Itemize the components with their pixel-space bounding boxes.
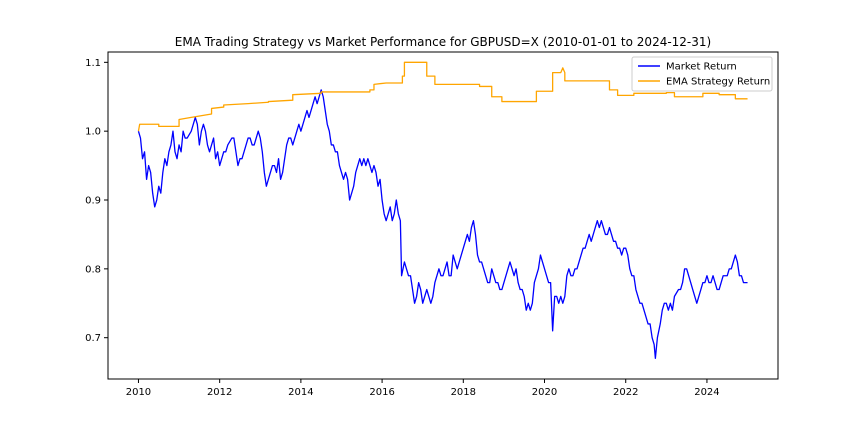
y-axis: 0.7 0.8 0.9 1.0 1.1 bbox=[85, 58, 108, 344]
chart-title: EMA Trading Strategy vs Market Performan… bbox=[175, 35, 711, 49]
y-tick-label: 0.9 bbox=[85, 196, 101, 207]
plot-lines bbox=[137, 61, 748, 359]
x-tick-label: 2010 bbox=[126, 387, 151, 398]
y-tick-label: 1.0 bbox=[85, 127, 101, 138]
legend-label-market-return: Market Return bbox=[666, 62, 737, 73]
x-tick-label: 2024 bbox=[694, 387, 719, 398]
y-tick-label: 1.1 bbox=[85, 58, 101, 69]
x-axis: 2010 2012 2014 2016 2018 2020 2022 2024 bbox=[126, 379, 720, 398]
x-tick-label: 2022 bbox=[613, 387, 638, 398]
x-tick-label: 2020 bbox=[532, 387, 557, 398]
x-tick-label: 2016 bbox=[369, 387, 394, 398]
series-line-ema-strategy-return bbox=[137, 61, 748, 132]
plot-frame bbox=[107, 51, 779, 380]
legend-label-ema-strategy-return: EMA Strategy Return bbox=[666, 77, 770, 88]
series-line-market-return bbox=[137, 89, 748, 359]
legend: Market Return EMA Strategy Return bbox=[631, 56, 773, 92]
x-tick-label: 2014 bbox=[288, 387, 313, 398]
x-tick-label: 2018 bbox=[451, 387, 476, 398]
y-tick-label: 0.8 bbox=[85, 264, 101, 275]
legend-box bbox=[631, 56, 773, 92]
y-tick-label: 0.7 bbox=[85, 333, 101, 344]
x-tick-label: 2012 bbox=[207, 387, 232, 398]
